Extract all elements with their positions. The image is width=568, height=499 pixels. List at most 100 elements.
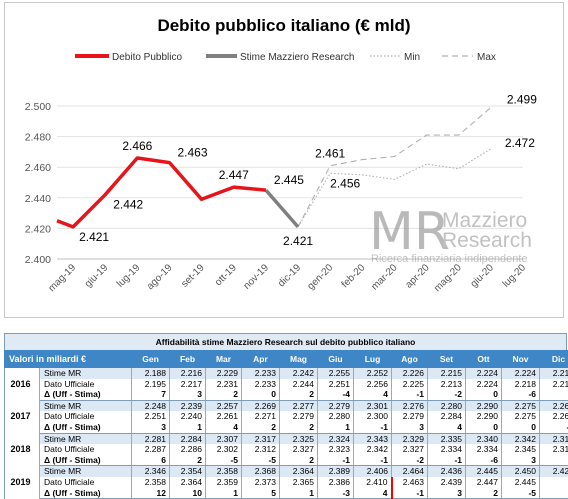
value-cell: 2.256 bbox=[354, 379, 392, 390]
month-header: Giu bbox=[318, 351, 354, 368]
row-label: Δ (Uff - Stima) bbox=[40, 488, 132, 499]
value-cell: 2.280 bbox=[318, 411, 354, 422]
value-cell: 2.334 bbox=[428, 444, 466, 455]
value-cell: 1 bbox=[170, 422, 206, 433]
value-cell: 2.231 bbox=[206, 379, 242, 390]
x-tick-label: mar-20 bbox=[369, 262, 399, 292]
value-cell: 2.261 bbox=[206, 411, 242, 422]
row-label: Δ (Uff - Stima) bbox=[40, 422, 132, 433]
value-cell: 2.368 bbox=[242, 466, 280, 477]
value-cell: -1 bbox=[428, 455, 466, 466]
month-header: Mag bbox=[280, 351, 318, 368]
y-tick-label: 2.460 bbox=[25, 162, 51, 174]
value-cell: 2.343 bbox=[354, 433, 392, 444]
value-cell: 2.267 bbox=[540, 400, 568, 411]
data-label: 2.499 bbox=[507, 93, 537, 107]
value-cell: 2.447 bbox=[466, 477, 502, 488]
month-header: Set bbox=[428, 351, 466, 368]
unit-header: Valori in miliardi € bbox=[5, 351, 132, 368]
value-cell: 2.257 bbox=[206, 400, 242, 411]
x-tick-label: set-19 bbox=[179, 262, 207, 290]
month-header: Nov bbox=[502, 351, 540, 368]
y-tick-label: 2.440 bbox=[25, 193, 51, 205]
value-cell: 4 bbox=[428, 422, 466, 433]
chart-title: Debito pubblico italiano (€ mld) bbox=[157, 16, 410, 35]
value-cell: 2.445 bbox=[466, 466, 502, 477]
value-cell: -4 bbox=[318, 389, 354, 400]
x-tick-label: giu-20 bbox=[469, 262, 497, 290]
value-cell: 2.287 bbox=[132, 444, 170, 455]
data-label: 2.466 bbox=[122, 139, 152, 153]
value-cell: 2.224 bbox=[466, 379, 502, 390]
legend-label-debito: Debito Pubblico bbox=[112, 52, 182, 63]
row-label: Dato Ufficiale bbox=[40, 444, 132, 455]
row-label: Δ (Uff - Stima) bbox=[40, 455, 132, 466]
value-cell: 2.342 bbox=[502, 433, 540, 444]
month-header: Lug bbox=[354, 351, 392, 368]
value-cell: 2.233 bbox=[242, 379, 280, 390]
value-cell: 2.226 bbox=[392, 368, 428, 379]
month-header: Mar bbox=[206, 351, 242, 368]
value-cell: 2 bbox=[206, 389, 242, 400]
data-label: 2.421 bbox=[79, 230, 109, 244]
value-cell: 2.439 bbox=[428, 477, 466, 488]
value-cell: 10 bbox=[170, 488, 206, 499]
x-tick-label: mag-19 bbox=[46, 262, 78, 294]
row-label: Dato Ufficiale bbox=[40, 477, 132, 488]
table-caption: Affidabilità stime Mazziero Research sul… bbox=[4, 333, 567, 350]
value-cell: 2.279 bbox=[318, 400, 354, 411]
data-label: 2.445 bbox=[274, 173, 304, 187]
value-cell bbox=[540, 477, 568, 488]
value-cell: -5 bbox=[242, 455, 280, 466]
value-cell: 0 bbox=[242, 389, 280, 400]
value-cell: 2.286 bbox=[170, 444, 206, 455]
value-cell: 2.229 bbox=[206, 368, 242, 379]
month-header: Ott bbox=[466, 351, 502, 368]
value-cell: 2.195 bbox=[132, 379, 170, 390]
x-tick-label: nov-19 bbox=[242, 262, 272, 292]
value-cell: 4 bbox=[354, 488, 392, 499]
value-cell: 3 bbox=[428, 488, 466, 499]
value-cell: 2.290 bbox=[466, 411, 502, 422]
value-cell: 2.386 bbox=[318, 477, 354, 488]
x-tick-label: mag-20 bbox=[432, 262, 464, 294]
row-label: Dato Ufficiale bbox=[40, 411, 132, 422]
value-cell: 2.364 bbox=[170, 477, 206, 488]
value-cell: 2.242 bbox=[280, 368, 318, 379]
value-cell: 2.312 bbox=[242, 444, 280, 455]
value-cell: 3 bbox=[132, 422, 170, 433]
value-cell: -1 bbox=[392, 389, 428, 400]
value-cell: 2.240 bbox=[170, 411, 206, 422]
mazziero-research-logo: MR Mazziero Research Ricerca finanziaria… bbox=[369, 202, 532, 265]
x-tick-label: lug-19 bbox=[115, 262, 143, 290]
value-cell: -5 bbox=[502, 488, 540, 499]
data-label: 2.421 bbox=[283, 234, 313, 248]
row-label: Dato Ufficiale bbox=[40, 379, 132, 390]
data-label: 2.463 bbox=[177, 146, 207, 160]
debt-line-chart: Debito pubblico italiano (€ mld) Debito … bbox=[5, 3, 563, 317]
value-cell: 2.248 bbox=[132, 400, 170, 411]
value-cell: 1 bbox=[280, 488, 318, 499]
value-cell: 2.213 bbox=[428, 379, 466, 390]
value-cell: 0 bbox=[466, 389, 502, 400]
x-tick-label: gen-20 bbox=[305, 262, 335, 292]
value-cell: 2.251 bbox=[132, 411, 170, 422]
value-cell: -1 bbox=[392, 488, 428, 499]
value-cell: 2.239 bbox=[170, 400, 206, 411]
value-cell: 2.279 bbox=[280, 411, 318, 422]
value-cell: 2.215 bbox=[428, 368, 466, 379]
logo-name-line2: Research bbox=[442, 229, 532, 252]
value-cell: 2.251 bbox=[318, 379, 354, 390]
value-cell: 2.340 bbox=[466, 433, 502, 444]
value-cell: 2.365 bbox=[280, 477, 318, 488]
value-cell: -5 bbox=[206, 455, 242, 466]
value-cell: 2.317 bbox=[540, 444, 568, 455]
year-cell: 2019 bbox=[5, 466, 40, 499]
value-cell: 3 bbox=[502, 455, 540, 466]
value-cell: 2.410 bbox=[354, 477, 392, 488]
y-tick-label: 2.500 bbox=[25, 101, 51, 113]
value-cell: 2.323 bbox=[318, 444, 354, 455]
y-tick-label: 2.420 bbox=[25, 223, 51, 235]
